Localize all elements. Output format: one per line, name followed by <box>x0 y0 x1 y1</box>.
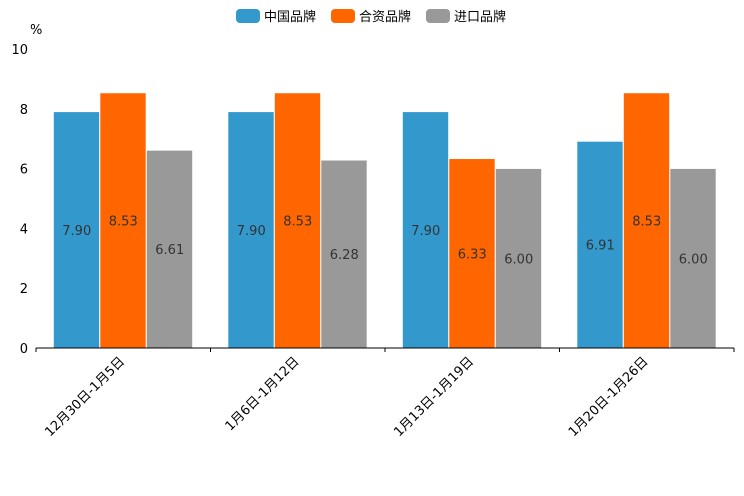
bars: 7.90 8.53 6.61 7.90 8.53 6.28 7.90 6.33 6.00 6.91… <box>53 92 717 349</box>
y-tick-label: 2 <box>20 282 28 297</box>
data-label: 8.53 <box>283 214 312 229</box>
legend-label: 合资品牌 <box>359 9 411 25</box>
data-label: 6.28 <box>330 248 359 263</box>
bar <box>576 141 624 349</box>
bar <box>448 158 496 349</box>
data-label: 6.00 <box>504 252 533 267</box>
bar <box>53 111 100 349</box>
legend-swatch <box>426 9 450 23</box>
bar <box>227 111 275 349</box>
y-tick-label: 8 <box>20 103 28 118</box>
legend-label: 进口品牌 <box>454 9 506 25</box>
y-tick-label: 10 <box>11 43 28 58</box>
data-label: 6.61 <box>155 243 184 258</box>
data-label: 8.53 <box>632 214 661 229</box>
legend: 中国品牌 合资品牌 进口品牌 <box>236 9 506 25</box>
bar <box>320 159 368 349</box>
data-label: 8.53 <box>109 214 138 229</box>
x-axis: 12月30日-1月5日 1月6日-1月12日 1月13日-1月19日 1月20日-1月… <box>35 347 735 440</box>
legend-label: 中国品牌 <box>264 9 316 25</box>
y-tick-label: 4 <box>20 222 28 237</box>
y-axis-unit-label: % <box>30 23 42 38</box>
bar <box>146 150 193 349</box>
data-label: 7.90 <box>411 224 440 239</box>
bar <box>623 92 670 349</box>
x-tick-label: 1月20日-1月26日 <box>566 354 652 440</box>
legend-swatch <box>331 9 355 23</box>
legend-swatch <box>236 9 260 23</box>
y-axis: 0 2 4 6 8 10 <box>11 43 28 357</box>
y-tick-label: 0 <box>20 342 28 357</box>
x-tick-label: 1月6日-1月12日 <box>223 354 303 434</box>
y-tick-label: 6 <box>20 163 28 178</box>
x-tick-label: 12月30日-1月5日 <box>42 354 128 440</box>
data-label: 6.33 <box>458 247 487 262</box>
bar <box>99 92 147 349</box>
data-label: 6.91 <box>586 239 615 254</box>
data-label: 7.90 <box>237 224 266 239</box>
bar <box>274 92 321 349</box>
data-label: 7.90 <box>62 224 91 239</box>
x-tick-label: 1月13日-1月19日 <box>391 354 477 440</box>
data-label: 6.00 <box>679 252 708 267</box>
bar <box>669 168 717 349</box>
